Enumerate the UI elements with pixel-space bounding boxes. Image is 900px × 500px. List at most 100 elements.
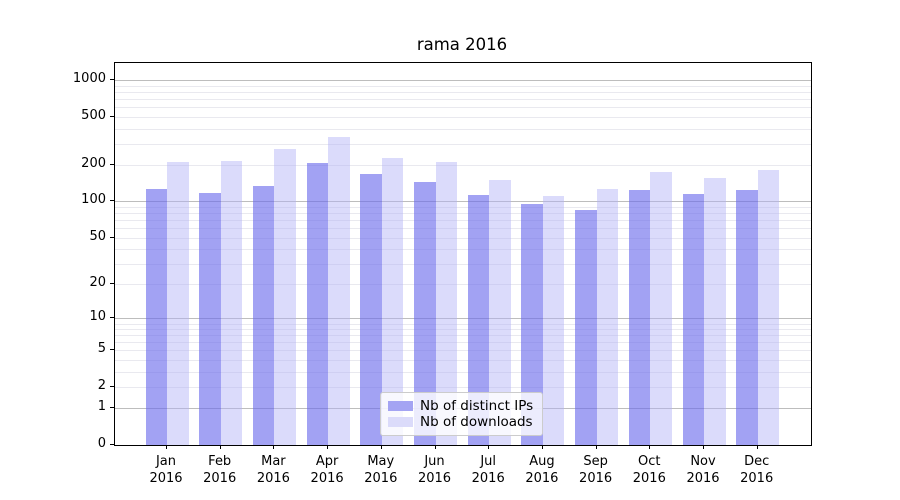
gridline-major-10 [115,318,811,320]
gridline-minor-9 [115,323,811,325]
ytick-mark-2 [110,386,114,387]
ytick-label-100: 100 [81,192,106,208]
bar-nb-of-distinct-ips-aug [521,203,543,445]
gridline-minor-700 [115,99,811,101]
xtick-label-mar: Mar 2016 [256,454,290,486]
xtick-label-nov: Nov 2016 [686,454,720,486]
ytick-label-0: 0 [97,436,106,451]
legend-label-distinct-ips: Nb of distinct IPs [420,398,534,414]
ytick-label-50: 50 [89,228,106,244]
gridline-minor-3 [115,371,811,373]
xtick-mark-apr [327,445,329,449]
gridline-minor-2 [115,387,811,388]
ytick-mark-500 [110,115,114,117]
chart-title: rama 2016 [416,35,508,54]
bar-nb-of-distinct-ips-feb [199,192,221,445]
bar-nb-of-distinct-ips-may [360,174,382,445]
ytick-mark-1000 [110,79,114,81]
ytick-label-200: 200 [81,156,106,172]
ytick-mark-5 [110,349,114,351]
bar-nb-of-distinct-ips-nov [682,193,704,445]
xtick-mark-aug [541,445,543,449]
gridline-minor-400 [115,128,811,130]
gridline-major-1000 [115,80,811,82]
ytick-label-2: 2 [97,378,106,393]
legend-entry-distinct-ips: Nb of distinct IPs [388,398,533,414]
bar-nb-of-downloads-nov [704,177,726,445]
gridline-minor-60 [115,228,811,229]
bar-nb-of-downloads-jan [167,162,189,445]
ytick-mark-20 [110,283,114,285]
legend-label-downloads: Nb of downloads [420,414,533,430]
ytick-label-5: 5 [97,341,106,357]
bar-nb-of-distinct-ips-oct [628,189,651,445]
bar-nb-of-distinct-ips-jan [145,188,167,445]
legend: Nb of distinct IPs Nb of downloads [380,392,544,436]
bar-nb-of-downloads-jul [489,179,511,445]
xtick-label-may: May 2016 [364,454,398,486]
bar-nb-of-distinct-ips-dec [736,190,758,445]
legend-swatch-downloads [388,417,413,427]
bar-nb-of-downloads-may [381,157,404,445]
bar-nb-of-distinct-ips-mar [252,186,275,445]
gridline-minor-4 [115,360,811,362]
legend-swatch-distinct-ips [388,401,413,411]
xtick-mark-jan [166,445,167,449]
xtick-label-jul: Jul 2016 [471,454,505,486]
bar-nb-of-downloads-oct [650,172,672,445]
bar-nb-of-downloads-mar [274,149,296,445]
bar-nb-of-downloads-apr [328,136,350,445]
gridline-minor-40 [115,249,811,250]
xtick-mark-dec [756,445,758,449]
ytick-mark-200 [110,164,114,166]
bar-nb-of-distinct-ips-jul [467,194,490,445]
gridline-minor-500 [115,116,811,118]
xtick-label-apr: Apr 2016 [310,454,344,486]
xtick-label-oct: Oct 2016 [632,454,666,486]
gridline-minor-900 [115,85,811,87]
gridline-major-100 [115,201,811,203]
bar-nb-of-downloads-dec [757,170,780,445]
xtick-mark-mar [273,445,275,449]
ytick-label-20: 20 [89,275,106,291]
ytick-label-500: 500 [81,107,106,123]
gridline-minor-6 [115,342,811,344]
gridline-minor-90 [115,206,811,208]
xtick-mark-oct [649,445,651,449]
xtick-mark-jun [434,445,436,449]
xtick-mark-feb [219,445,221,449]
bar-nb-of-downloads-feb [220,160,243,445]
gridline-minor-80 [115,213,811,215]
gridline-minor-5 [115,350,811,352]
ytick-label-1: 1 [97,399,106,415]
bar-nb-of-downloads-sep [596,188,619,445]
bar-nb-of-downloads-jun [435,161,457,445]
gridline-minor-7 [115,335,811,337]
gridline-minor-50 [115,237,811,239]
ytick-mark-1 [110,407,114,409]
ytick-label-1000: 1000 [72,71,106,87]
xtick-mark-nov [703,445,704,449]
xtick-mark-sep [595,445,597,449]
bar-nb-of-distinct-ips-apr [306,162,329,445]
plot-area [114,62,812,446]
xtick-mark-jul [488,445,490,449]
xtick-label-jun: Jun 2016 [417,454,452,486]
gridline-minor-8 [115,329,811,330]
ytick-mark-10 [110,317,114,319]
xtick-mark-may [380,445,382,449]
xtick-label-feb: Feb 2016 [203,454,237,486]
gridline-minor-70 [115,220,811,221]
legend-entry-downloads: Nb of downloads [388,414,533,430]
ytick-mark-0 [110,444,114,445]
bar-nb-of-downloads-aug [542,196,565,445]
xtick-label-aug: Aug 2016 [525,454,559,486]
gridline-minor-30 [115,263,811,265]
gridline-minor-600 [115,107,811,109]
bar-nb-of-distinct-ips-jun [414,182,436,445]
gridline-minor-800 [115,92,811,94]
gridline-minor-200 [115,165,811,167]
ytick-mark-50 [110,236,114,238]
ytick-mark-100 [110,200,114,202]
